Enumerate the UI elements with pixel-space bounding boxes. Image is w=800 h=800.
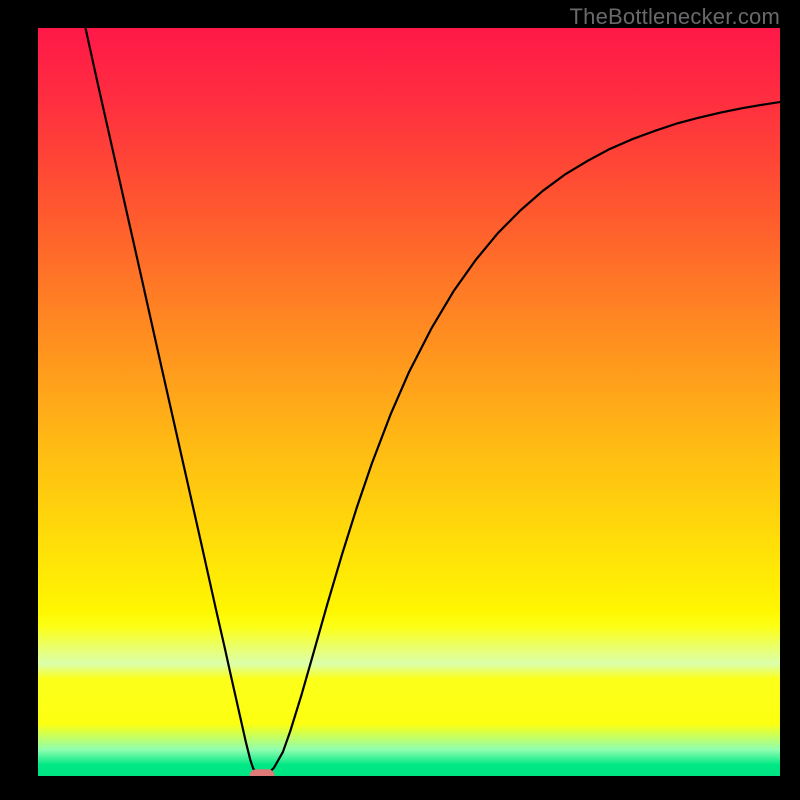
gradient-background [38, 28, 780, 776]
plot-area [38, 28, 780, 776]
watermark-label: TheBottlenecker.com [570, 4, 780, 30]
min-marker [249, 769, 274, 776]
chart-svg [38, 28, 780, 776]
